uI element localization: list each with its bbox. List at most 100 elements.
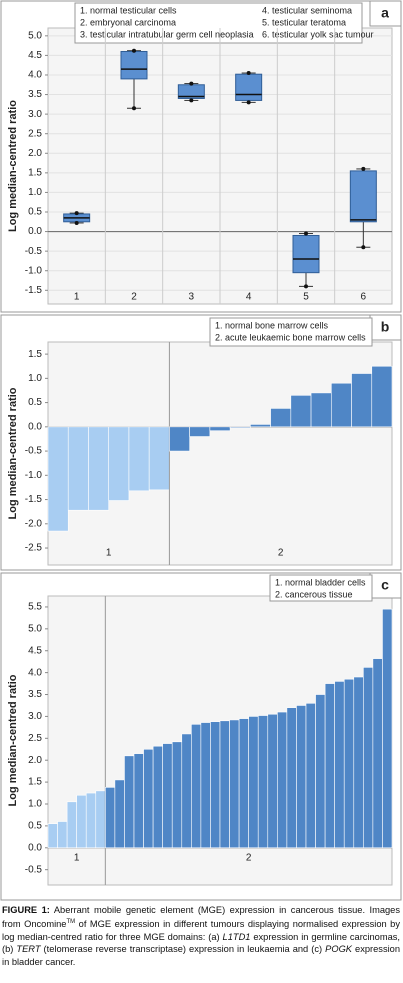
y-tick-label: 5.5 [28, 602, 42, 613]
figure: 5.0 4.5 4.0 3.5 3.0 2.5 2.0 1.5 1.0 0.5 0.0 -0.5 -1.… [0, 0, 402, 901]
bar [229, 719, 240, 849]
bar [351, 373, 373, 428]
outlier-dot [246, 100, 251, 105]
box [120, 50, 148, 80]
y-tick-label: 0.0 [28, 842, 42, 853]
caption-text: TM [66, 919, 76, 926]
bar [105, 787, 116, 849]
caption-text: Aberrant mobile genetic element (MGE) ex… [2, 905, 400, 930]
bar [353, 676, 364, 849]
y-tick-label: -1.0 [25, 265, 43, 276]
outlier-dot [189, 98, 194, 103]
bar [162, 743, 173, 849]
x-tick-label: 1 [74, 292, 80, 303]
bar [114, 779, 125, 849]
bar [191, 723, 202, 849]
panel-label-box [369, 314, 402, 341]
bar [238, 718, 249, 849]
y-tick-label: 1.5 [28, 777, 42, 788]
bar [108, 426, 130, 501]
outlier-dot [132, 106, 136, 111]
outlier-dot [246, 71, 251, 76]
outlier-dot [74, 220, 79, 225]
bar [66, 801, 77, 849]
bar [219, 720, 230, 849]
bar [67, 426, 89, 511]
bar [169, 426, 190, 452]
bar [57, 821, 68, 849]
x-tick-label: 2 [131, 292, 137, 303]
y-tick-label: 4.0 [28, 667, 42, 678]
bar [257, 715, 269, 849]
bar [310, 392, 332, 428]
y-tick-label: 2.0 [28, 148, 42, 159]
bar [372, 658, 383, 849]
legend-entry: 1. normal testicular cells [80, 5, 177, 15]
legend-entry: 4. testicular seminoma [262, 5, 352, 15]
group-label: 2 [278, 548, 284, 559]
y-tick-label: 1.5 [28, 349, 42, 360]
bar [171, 741, 183, 849]
panel-label: c [381, 577, 389, 593]
panel-label-box [369, 572, 402, 599]
group-label: 1 [74, 853, 80, 864]
bar [148, 426, 170, 491]
legend-entry: 6. testicular yolk sac tumour [262, 29, 374, 39]
bar [95, 790, 106, 849]
bar [330, 382, 352, 428]
outlier-dot [361, 245, 366, 250]
legend-entry: 2. embryonal carcinoma [80, 17, 176, 27]
bar [152, 745, 163, 849]
bar [133, 753, 144, 849]
bar [343, 678, 355, 849]
y-axis-label: Log median-centred ratio [7, 387, 19, 519]
legend-entry: 2. cancerous tissue [275, 589, 353, 599]
group-label: 1 [106, 548, 112, 559]
bar [277, 711, 288, 849]
y-axis-label: Log median-centred ratio [7, 100, 19, 232]
y-tick-label: 4.5 [28, 645, 42, 656]
y-tick-label: -2.5 [25, 543, 43, 554]
caption-label: FIGURE 1: [2, 905, 50, 915]
bar [267, 713, 278, 849]
y-tick-label: 4.5 [28, 50, 42, 61]
y-tick-label: -0.5 [25, 246, 43, 257]
group-label: 2 [246, 853, 252, 864]
bar [124, 755, 135, 849]
y-tick-label: 3.0 [28, 711, 42, 722]
bar [181, 733, 192, 849]
box [292, 234, 320, 274]
box [349, 170, 377, 223]
caption-text: expression in bladder cancer. [2, 944, 400, 967]
bar [270, 408, 292, 428]
bar [290, 395, 312, 428]
y-tick-label: -0.5 [25, 864, 43, 875]
legend-entry: 3. testicular intratubular germ cell neo… [80, 29, 254, 39]
y-tick-label: 0.0 [28, 226, 42, 237]
y-tick-label: -1.5 [25, 494, 43, 505]
bar [324, 683, 335, 849]
caption-text: TERT [16, 944, 41, 955]
legend-entry: 1. normal bladder cells [275, 577, 366, 587]
panel-label: a [381, 5, 389, 21]
bar [229, 426, 251, 429]
bar [286, 707, 297, 849]
bar [363, 667, 374, 849]
x-tick-label: 6 [361, 292, 367, 303]
x-tick-label: 4 [246, 292, 252, 303]
bar [47, 426, 69, 532]
y-tick-label: 1.0 [28, 373, 42, 384]
bar [334, 681, 345, 849]
y-tick-label: 3.5 [28, 89, 42, 100]
caption: FIGURE 1: Aberrant mobile genetic elemen… [2, 904, 400, 982]
bar [76, 794, 87, 849]
outlier-dot [304, 284, 308, 289]
y-axis-label: Log median-centred ratio [7, 674, 19, 806]
y-tick-label: 5.0 [28, 623, 42, 634]
legend-box [269, 574, 373, 602]
y-tick-label: 1.0 [28, 187, 42, 198]
y-tick-label: -1.5 [25, 285, 43, 296]
caption-text: of MGE expression in different tumours d… [2, 919, 400, 942]
outlier-dot [304, 231, 308, 236]
outlier-dot [74, 211, 79, 216]
